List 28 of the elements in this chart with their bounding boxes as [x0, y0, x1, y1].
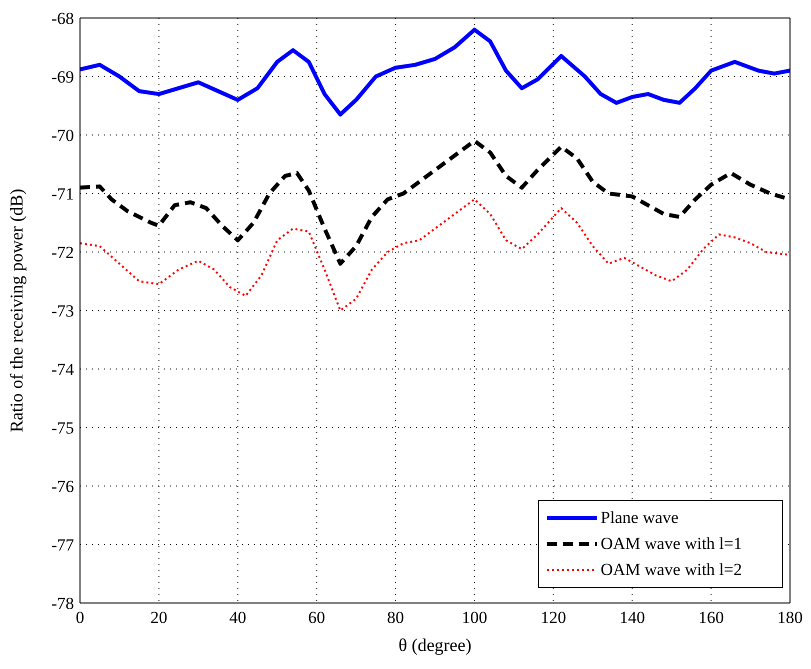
legend-label: OAM wave with l=1	[600, 534, 742, 553]
x-axis-title: θ (degree)	[398, 635, 472, 655]
legend-label: Plane wave	[600, 508, 679, 527]
x-tick-label: 160	[698, 608, 724, 628]
x-tick-label: 60	[308, 608, 326, 628]
y-tick-label: -74	[51, 360, 74, 380]
y-tick-label: -70	[51, 126, 74, 146]
x-tick-label: 140	[619, 608, 645, 628]
y-tick-label: -68	[51, 9, 74, 28]
y-tick-label: -77	[51, 536, 74, 555]
y-axis-title: Ratio of the receiving power (dB)	[6, 188, 26, 432]
x-tick-label: 20	[150, 608, 168, 628]
legend-label: OAM wave with l=2	[600, 560, 742, 579]
x-tick-label: 100	[462, 608, 488, 628]
y-tick-label: -75	[51, 418, 74, 438]
x-tick-label: 80	[387, 608, 404, 628]
line-series	[80, 28, 790, 117]
y-tick-label: -69	[51, 68, 74, 87]
y-tick-label: -76	[51, 477, 74, 496]
x-tick-label: 180	[777, 608, 803, 628]
y-tick-label: -73	[51, 302, 74, 321]
x-tick-label: 40	[229, 608, 246, 628]
x-tick-label: 0	[76, 608, 84, 628]
y-tick-label: -72	[51, 243, 74, 262]
y-tick-label: -71	[51, 184, 74, 204]
y-tick-label: -78	[51, 594, 74, 614]
x-tick-label: 120	[540, 608, 566, 628]
line-series	[80, 198, 790, 312]
